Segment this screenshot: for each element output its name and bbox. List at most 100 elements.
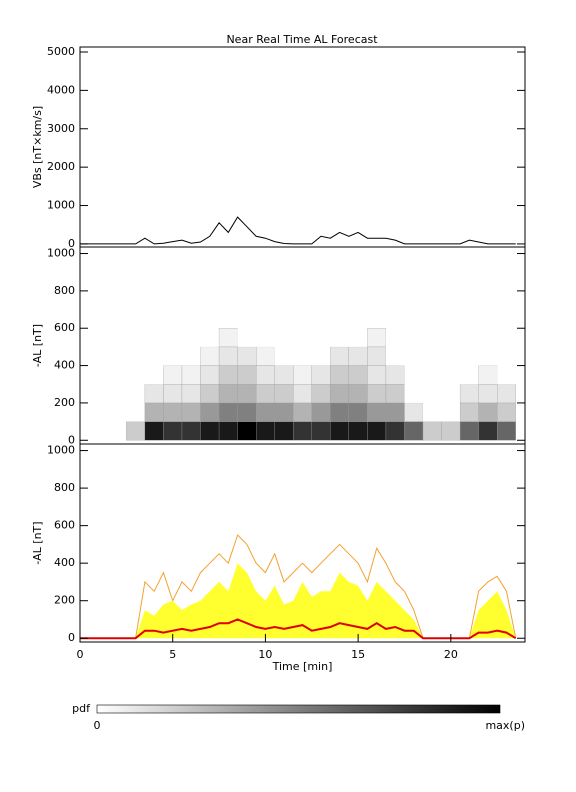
heatmap-cell <box>404 346 424 366</box>
heatmap-cell <box>404 328 424 347</box>
y-tick-label: 200 <box>54 594 75 607</box>
heatmap-cell <box>274 365 294 385</box>
heatmap-cell <box>441 346 461 366</box>
heatmap-cell <box>126 421 146 441</box>
heatmap-cell <box>367 328 387 348</box>
heatmap-cell <box>348 384 368 404</box>
heatmap-cell <box>274 384 294 404</box>
heatmap-cell <box>255 402 275 422</box>
heatmap-cell <box>255 346 275 366</box>
heatmap-cell <box>497 365 516 385</box>
heatmap-cell <box>293 365 312 385</box>
heatmap-cell <box>348 328 368 347</box>
heatmap-cell <box>144 328 164 347</box>
y-tick-label: 600 <box>54 321 75 334</box>
heatmap-cell <box>256 328 275 347</box>
heatmap-cell <box>478 421 498 441</box>
y-tick-label: 200 <box>54 396 75 409</box>
heatmap-cell <box>237 365 257 385</box>
heatmap-cell <box>441 402 461 422</box>
y-tick-label: 0 <box>68 237 75 250</box>
heatmap-cell <box>441 328 461 347</box>
heatmap-cell <box>367 365 387 385</box>
x-tick-label: 0 <box>77 648 84 661</box>
heatmap-cell <box>459 402 479 422</box>
heatmap-cell <box>330 346 350 366</box>
heatmap-cell <box>181 365 201 385</box>
colorbar-min: 0 <box>94 719 101 732</box>
heatmap-cell <box>367 384 387 404</box>
heatmap-cell <box>218 346 238 366</box>
heatmap-cell <box>311 346 331 366</box>
heatmap-cell <box>200 346 220 366</box>
heatmap-cell <box>497 384 516 404</box>
heatmap-cell <box>367 421 387 441</box>
heatmap-cell <box>311 365 331 385</box>
heatmap-cell <box>181 384 201 404</box>
heatmap-cell <box>144 365 164 385</box>
heatmap-cell <box>293 328 312 347</box>
y-tick-label: 1000 <box>47 444 75 457</box>
x-axis-label: Time [min] <box>272 660 333 673</box>
heatmap-cell <box>348 346 368 366</box>
heatmap-cell <box>497 346 516 366</box>
line <box>80 618 517 640</box>
heatmap-cell <box>423 402 442 422</box>
heatmap-cell <box>274 328 294 347</box>
heatmap-cell <box>237 421 257 441</box>
heatmap-cell <box>163 365 183 385</box>
y-tick-label: 800 <box>54 284 75 297</box>
heatmap-cell <box>237 346 257 366</box>
heatmap-cell <box>460 328 479 347</box>
heatmap-cell <box>218 365 238 385</box>
heatmap-cell <box>255 365 275 385</box>
heatmap-cell <box>181 346 201 366</box>
heatmap-cell <box>422 421 442 441</box>
heatmap-cell <box>367 346 387 366</box>
heatmap-cell <box>497 421 516 441</box>
heatmap-cell <box>218 421 238 441</box>
heatmap-cell <box>367 402 387 422</box>
y-tick-label: 4000 <box>47 83 75 96</box>
heatmap-cell <box>423 365 442 385</box>
heatmap-cell <box>126 384 145 403</box>
heatmap-cell <box>330 365 350 385</box>
heatmap-cell <box>181 402 201 422</box>
heatmap-cell <box>293 402 312 422</box>
heatmap-cell <box>404 384 424 403</box>
area <box>80 563 516 639</box>
heatmap-cell <box>330 328 349 347</box>
heatmap-cell <box>478 384 498 404</box>
heatmap-cell <box>126 402 145 422</box>
heatmap-cell <box>293 384 312 404</box>
x-tick-label: 15 <box>351 648 365 661</box>
heatmap-cell <box>441 384 461 403</box>
heatmap-cell <box>293 346 312 366</box>
heatmap-cell <box>237 384 257 404</box>
heatmap-cell <box>330 421 350 441</box>
y-tick-label: 5000 <box>47 45 75 58</box>
heatmap-cell <box>181 421 201 441</box>
y-axis-label: -AL [nT] <box>31 521 44 564</box>
heatmap-cell <box>163 328 182 347</box>
chart-title: Near Real Time AL Forecast <box>226 33 378 46</box>
heatmap-cell <box>255 384 275 404</box>
heatmap-cell <box>497 402 516 422</box>
heatmap-cell <box>348 402 368 422</box>
colorbar <box>96 704 501 714</box>
heatmap-cell <box>311 421 331 441</box>
heatmap-cell <box>404 365 424 385</box>
heatmap-cell <box>441 421 461 441</box>
heatmap-cell <box>330 384 350 404</box>
heatmap-cell <box>478 365 498 385</box>
heatmap-cell <box>404 421 424 441</box>
heatmap-cell <box>144 402 164 422</box>
heatmap-cell <box>218 328 238 348</box>
heatmap-cell <box>459 421 479 441</box>
heatmap-cell <box>385 365 405 385</box>
heatmap-cell <box>423 328 442 347</box>
heatmap-cell <box>385 328 405 347</box>
heatmap-cell <box>237 328 257 347</box>
plot-frame <box>79 46 526 248</box>
